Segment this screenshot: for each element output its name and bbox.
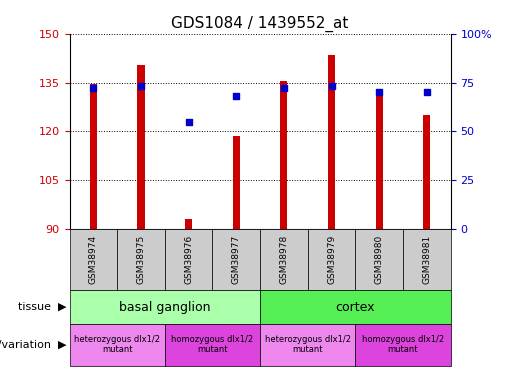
Bar: [233, 136, 240, 229]
Text: GSM38981: GSM38981: [422, 235, 431, 284]
Text: heterozygous dlx1/2
mutant: heterozygous dlx1/2 mutant: [265, 335, 351, 354]
Point: [280, 86, 288, 92]
Text: heterozygous dlx1/2
mutant: heterozygous dlx1/2 mutant: [74, 335, 160, 354]
Bar: [260, 324, 355, 366]
Bar: [185, 219, 192, 229]
Point: [232, 93, 241, 99]
Bar: [70, 229, 117, 290]
Bar: [260, 229, 308, 290]
Bar: [375, 91, 383, 229]
Bar: [328, 55, 335, 229]
Title: GDS1084 / 1439552_at: GDS1084 / 1439552_at: [171, 16, 349, 32]
Bar: [117, 229, 165, 290]
Bar: [355, 229, 403, 290]
Bar: [280, 81, 287, 229]
Text: GSM38975: GSM38975: [136, 235, 145, 284]
Bar: [138, 64, 145, 229]
Bar: [165, 229, 212, 290]
Text: GSM38978: GSM38978: [280, 235, 288, 284]
Point: [137, 84, 145, 90]
Point: [423, 89, 431, 95]
Text: homozygous dlx1/2
mutant: homozygous dlx1/2 mutant: [171, 335, 253, 354]
Bar: [260, 290, 451, 324]
Bar: [355, 324, 451, 366]
Point: [184, 118, 193, 124]
Bar: [70, 324, 165, 366]
Text: homozygous dlx1/2
mutant: homozygous dlx1/2 mutant: [362, 335, 444, 354]
Text: GSM38980: GSM38980: [375, 235, 384, 284]
Text: GSM38979: GSM38979: [327, 235, 336, 284]
Bar: [423, 115, 431, 229]
Text: tissue  ▶: tissue ▶: [19, 302, 67, 312]
Point: [375, 89, 383, 95]
Text: basal ganglion: basal ganglion: [119, 300, 211, 313]
Bar: [70, 290, 260, 324]
Bar: [403, 229, 451, 290]
Bar: [165, 324, 260, 366]
Text: GSM38974: GSM38974: [89, 235, 98, 284]
Point: [328, 84, 336, 90]
Text: GSM38977: GSM38977: [232, 235, 241, 284]
Bar: [90, 84, 97, 229]
Text: cortex: cortex: [336, 300, 375, 313]
Bar: [307, 229, 355, 290]
Point: [89, 86, 97, 92]
Text: genotype/variation  ▶: genotype/variation ▶: [0, 340, 67, 350]
Bar: [212, 229, 260, 290]
Text: GSM38976: GSM38976: [184, 235, 193, 284]
